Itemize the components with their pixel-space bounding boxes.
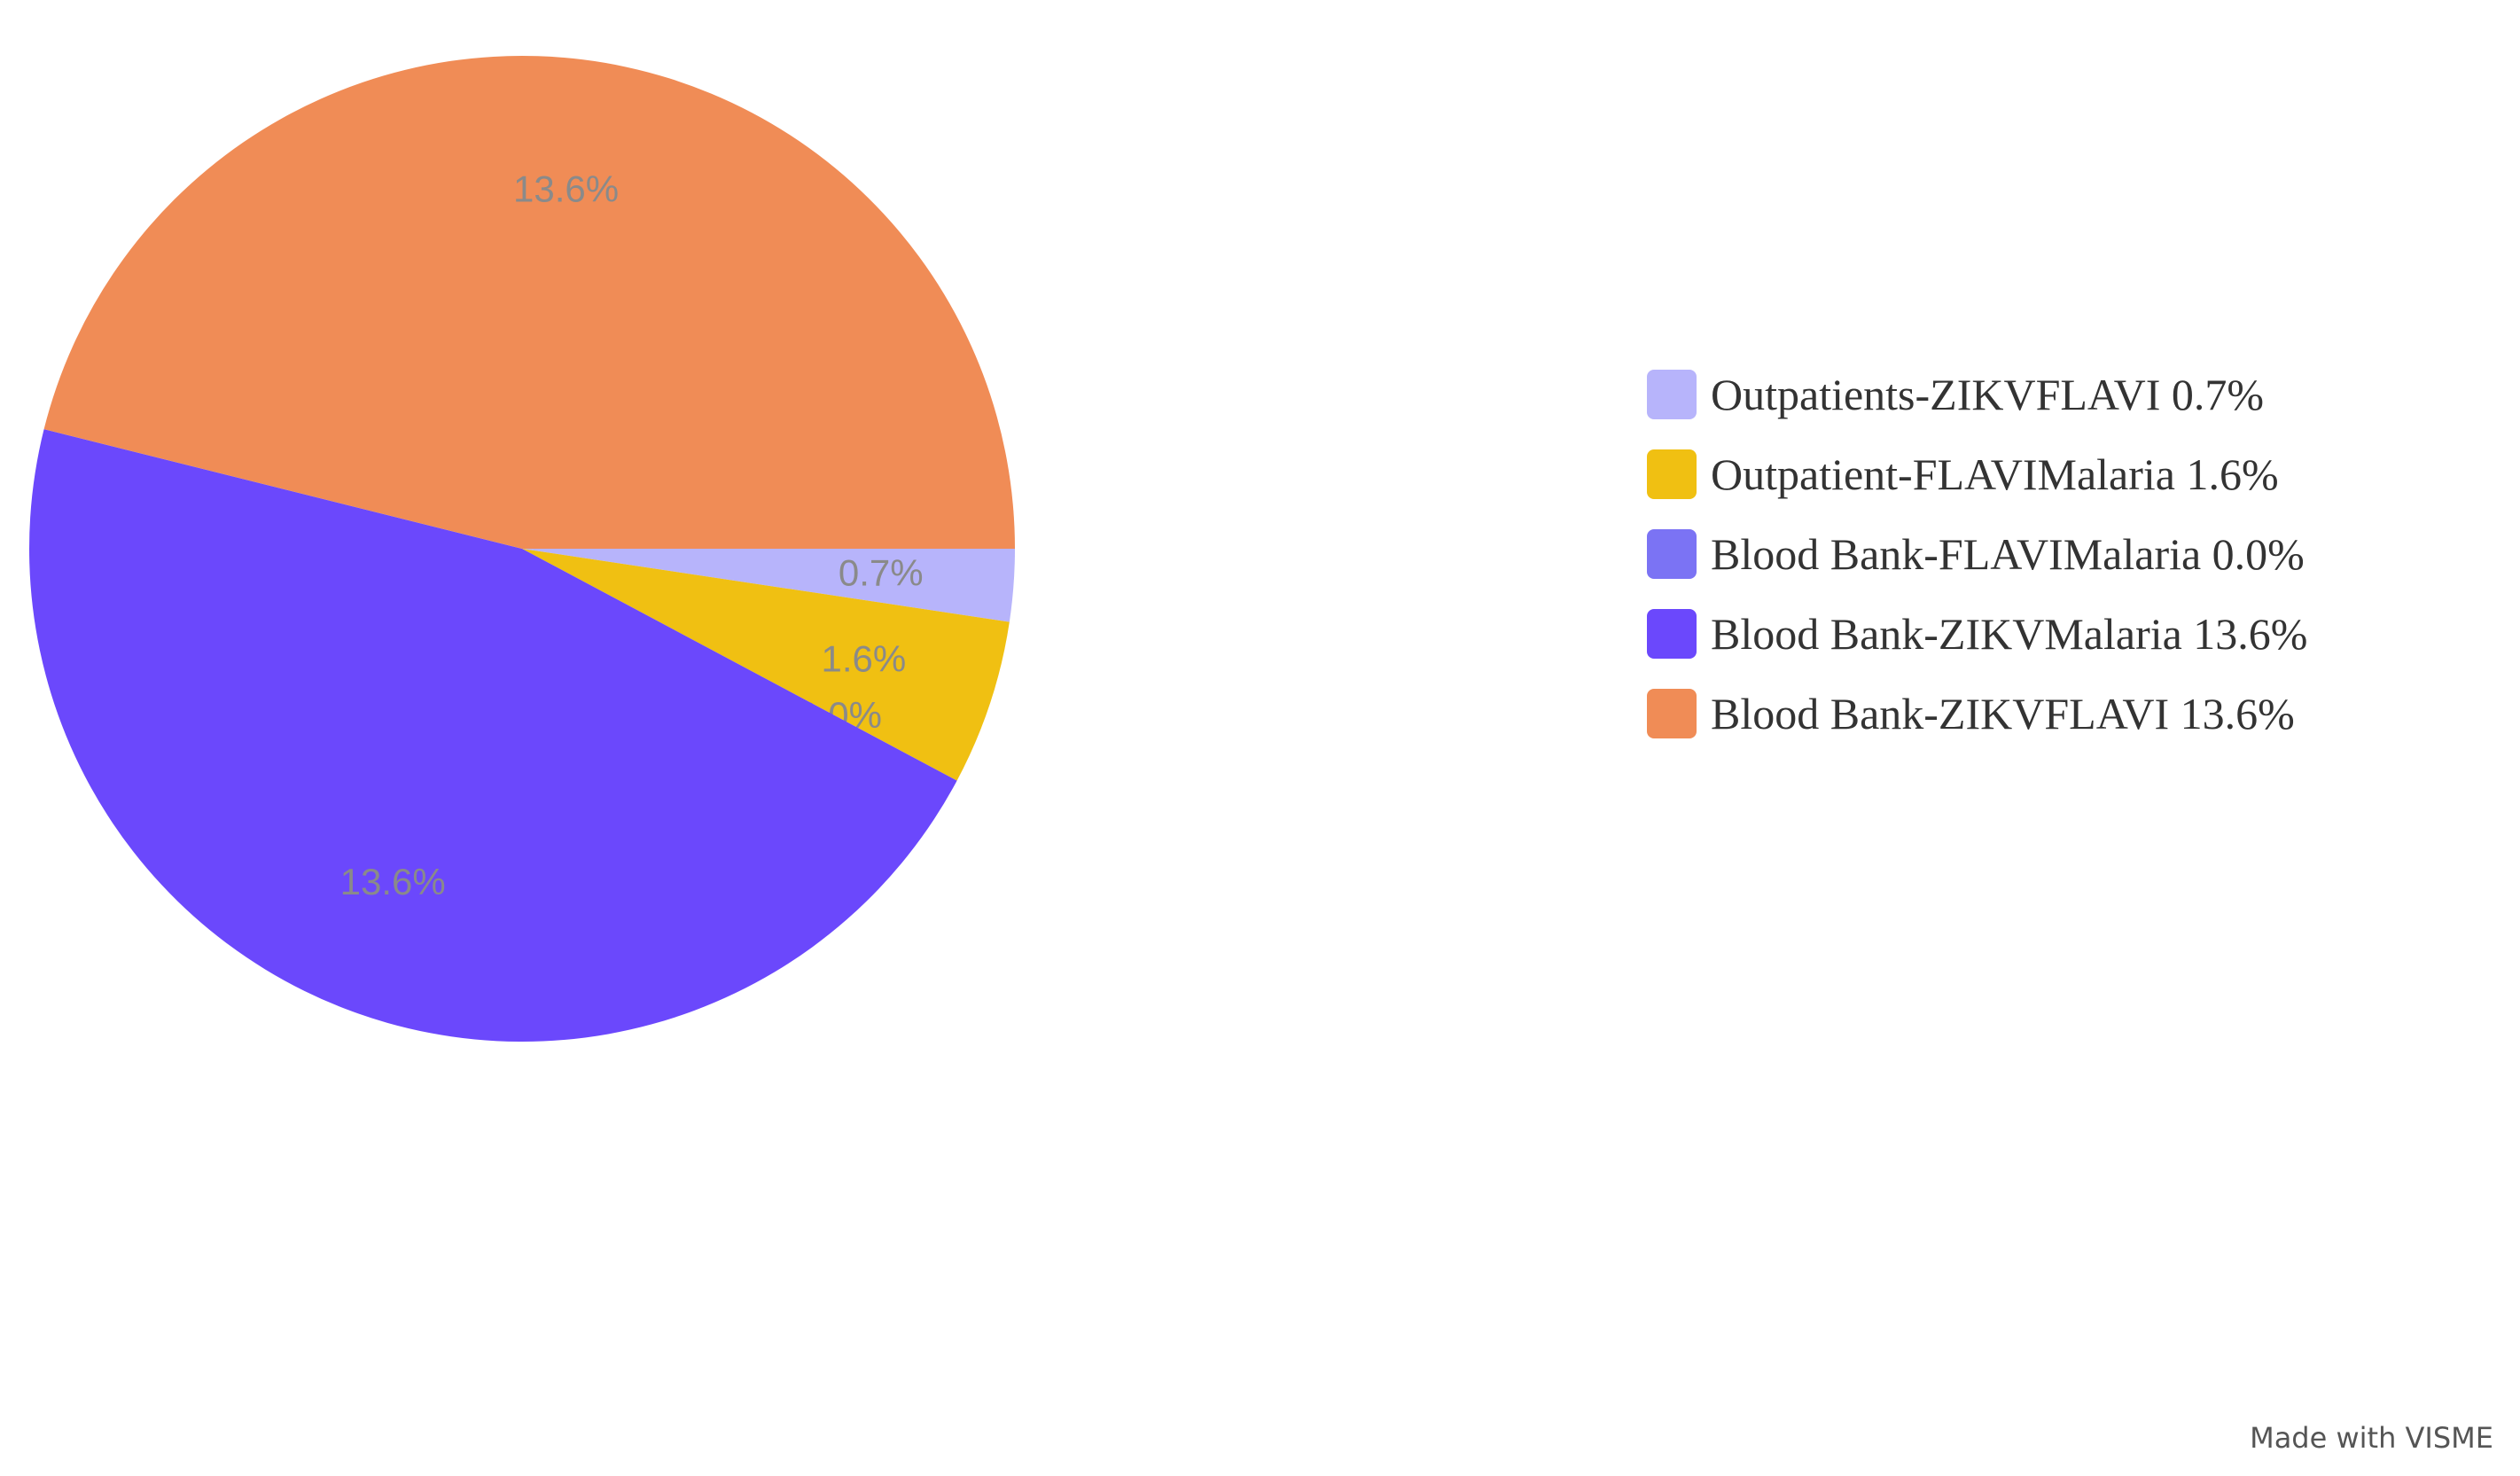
pie-slice-outpatient-flavimalaria <box>522 549 1010 781</box>
legend-swatch <box>1647 449 1697 499</box>
legend-swatch <box>1647 609 1697 659</box>
pie-chart: 0.7%1.6%0.0%13.6%13.6% <box>29 55 1016 1042</box>
legend-swatch <box>1647 370 1697 419</box>
legend-label: Blood Bank-ZIKVFLAVI 13.6% <box>1711 689 2295 738</box>
slice-label-outpatients-zikvflavi: 0.7% <box>839 551 924 593</box>
pie-slice-blood-bank-zikvflavi <box>43 55 1016 549</box>
legend-label: Blood Bank-ZIKVMalaria 13.6% <box>1711 609 2308 659</box>
legend-item-outpatient-flavimalaria[interactable]: Outpatient-FLAVIMalaria 1.6% <box>1647 434 2307 514</box>
pie-slice-outpatients-zikvflavi <box>522 549 1015 622</box>
legend-item-outpatients-zikvflavi[interactable]: Outpatients-ZIKVFLAVI 0.7% <box>1647 355 2307 434</box>
legend-swatch <box>1647 529 1697 579</box>
slice-label-blood-bank-zikvflavi: 13.6% <box>513 168 619 209</box>
legend: Outpatients-ZIKVFLAVI 0.7% Outpatient-FLA… <box>1647 355 2307 754</box>
pie-slice-blood-bank-zikvmalaria <box>29 429 957 1042</box>
legend-label: Outpatient-FLAVIMalaria 1.6% <box>1711 449 2279 499</box>
legend-item-blood-bank-zikvflavi[interactable]: Blood Bank-ZIKVFLAVI 13.6% <box>1647 674 2307 754</box>
legend-swatch <box>1647 689 1697 738</box>
legend-item-blood-bank-zikvmalaria[interactable]: Blood Bank-ZIKVMalaria 13.6% <box>1647 594 2307 674</box>
slice-label-blood-bank-zikvmalaria: 13.6% <box>340 861 446 902</box>
legend-label: Blood Bank-FLAVIMalaria 0.0% <box>1711 529 2305 579</box>
legend-item-blood-bank-flavimalaria[interactable]: Blood Bank-FLAVIMalaria 0.0% <box>1647 514 2307 594</box>
watermark-text: Made with VISME <box>2250 1421 2493 1455</box>
legend-label: Outpatients-ZIKVFLAVI 0.7% <box>1711 370 2264 419</box>
slice-label-outpatient-flavimalaria: 1.6% <box>821 638 906 680</box>
